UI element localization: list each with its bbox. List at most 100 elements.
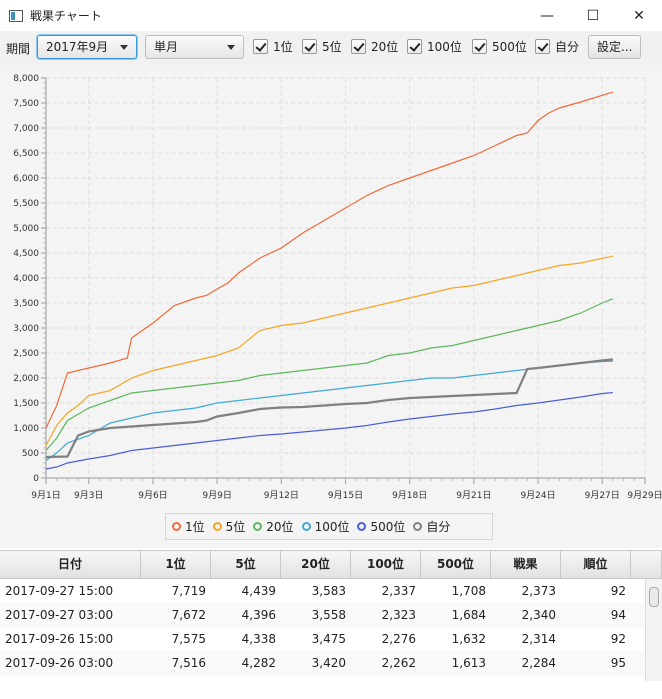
table-cell: 2,276 [381, 632, 416, 646]
line-chart: 0 500 1,000 1,500 2,000 2,500 3,000 3,500 4,000 4… [13, 74, 662, 501]
series-line-3 [45, 360, 613, 461]
period-label: 期間 [6, 42, 31, 56]
minimize-button[interactable]: — [540, 7, 554, 24]
y-tick-label: 500 [22, 449, 39, 459]
x-tick-label: 9月27日 [585, 490, 620, 501]
table-row[interactable]: 2017-09-27 03:00 7,672 4,396 3,558 2,323 1,68… [0, 603, 645, 627]
legend-circle-icon [172, 522, 181, 531]
close-button[interactable]: ✕ [633, 7, 645, 24]
check-label: 1位 [273, 40, 293, 54]
y-tick-label: 4,000 [13, 274, 39, 284]
table-cell: 94 [610, 608, 626, 622]
checkbox-checked-icon[interactable] [472, 39, 487, 54]
chart-legend: 1位 5位 20位 100位 500位 自分 [165, 513, 493, 540]
column-header[interactable]: 5位 [211, 551, 281, 578]
table-cell: 2017-09-27 15:00 [5, 584, 114, 598]
check-rank-100[interactable]: 100位 [407, 38, 462, 55]
scrollbar-thumb[interactable] [649, 587, 659, 607]
series-line-5 [45, 358, 614, 459]
x-tick-label: 9月18日 [392, 490, 427, 501]
table-cell: 92 [610, 632, 626, 646]
check-rank-500[interactable]: 500位 [472, 38, 527, 55]
y-tick-label: 1,000 [13, 424, 39, 434]
checkbox-checked-icon[interactable] [535, 39, 550, 54]
legend-circle-icon [301, 522, 311, 531]
chevron-down-icon [120, 45, 128, 50]
check-self[interactable]: 自分 [535, 38, 579, 55]
legend-item: 1位 [172, 518, 205, 535]
check-rank-5[interactable]: 5位 [302, 38, 342, 55]
table-cell: 2,314 [521, 632, 556, 646]
table-row[interactable]: 2017-09-26 15:00 7,575 4,338 3,475 2,276 1,63… [0, 627, 645, 651]
table-row[interactable]: 2017-09-27 15:00 7,719 4,439 3,583 2,337 1,70… [0, 579, 645, 603]
table-cell: 7,672 [171, 608, 206, 622]
legend-item: 5位 [212, 518, 246, 535]
chevron-down-icon [227, 45, 235, 50]
table-cell: 2017-09-26 15:00 [5, 632, 114, 646]
table-cell [281, 675, 351, 699]
table-cell: 4,282 [241, 656, 276, 670]
x-tick-label: 9月12日 [264, 490, 299, 501]
y-tick-label: 6,000 [13, 174, 39, 184]
table-cell: 3,583 [311, 584, 346, 598]
month-select[interactable]: 2017年9月 [37, 35, 137, 59]
table-cell [421, 675, 491, 699]
legend-circle-icon [253, 522, 263, 531]
y-tick-label: 0 [33, 474, 39, 484]
x-tick-label: 9月15日 [328, 490, 363, 501]
table-row[interactable] [0, 675, 645, 699]
table-header: 日付 1位 5位 20位 100位 500位 戦果 順位 [0, 551, 662, 579]
check-label: 20位 [371, 40, 399, 54]
legend-item: 500位 [357, 518, 405, 535]
x-tick-label: 9月6日 [138, 490, 167, 501]
table-cell [141, 675, 211, 699]
series-line-4 [45, 392, 613, 470]
check-label: 500位 [492, 40, 527, 54]
column-header[interactable]: 500位 [421, 551, 491, 578]
table-cell [351, 675, 421, 699]
table-cell: 2,373 [521, 584, 556, 598]
month-select-value: 2017年9月 [46, 40, 109, 54]
table-cell: 3,420 [311, 656, 346, 670]
table-cell: 7,516 [171, 656, 206, 670]
column-header[interactable]: 戦果 [491, 551, 561, 578]
vertical-scrollbar[interactable] [645, 579, 662, 681]
column-header[interactable]: 日付 [0, 551, 141, 578]
checkbox-checked-icon[interactable] [351, 39, 366, 54]
x-tick-label: 9月24日 [520, 490, 555, 501]
y-tick-label: 3,500 [13, 299, 39, 309]
x-tick-label: 9月1日 [31, 490, 60, 501]
table-cell [0, 675, 141, 699]
x-tick-label: 9月3日 [74, 490, 103, 501]
legend-label: 20位 [266, 520, 294, 534]
legend-circle-icon [357, 522, 367, 531]
maximize-button[interactable]: ☐ [586, 7, 600, 24]
column-header[interactable]: 100位 [351, 551, 421, 578]
column-header[interactable]: 順位 [561, 551, 631, 578]
x-tick-label: 9月21日 [456, 490, 491, 501]
check-label: 100位 [427, 40, 462, 54]
checkbox-checked-icon[interactable] [302, 39, 317, 54]
unit-select[interactable]: 単月 [145, 35, 244, 59]
settings-button[interactable]: 設定... [588, 35, 642, 59]
table-cell: 7,575 [171, 632, 206, 646]
chart-area: 0 500 1,000 1,500 2,000 2,500 3,000 3,500 4,000 4… [0, 65, 662, 548]
legend-item: 自分 [413, 518, 450, 535]
table-cell: 2017-09-27 03:00 [5, 608, 114, 622]
table-cell: 3,558 [311, 608, 346, 622]
table-cell: 4,338 [241, 632, 276, 646]
table-cell: 1,684 [451, 608, 486, 622]
column-header[interactable]: 1位 [141, 551, 211, 578]
legend-label: 5位 [225, 520, 246, 534]
checkbox-checked-icon[interactable] [407, 39, 422, 54]
x-tick-label: 9月29日 [627, 490, 662, 501]
checkbox-checked-icon[interactable] [253, 39, 268, 54]
column-header[interactable]: 20位 [281, 551, 351, 578]
results-table: 日付 1位 5位 20位 100位 500位 戦果 順位 2017-09-27 15:00 7,… [0, 550, 662, 681]
unit-select-value: 単月 [154, 40, 179, 54]
check-rank-1[interactable]: 1位 [253, 38, 293, 55]
check-rank-20[interactable]: 20位 [351, 38, 398, 55]
table-row[interactable]: 2017-09-26 03:00 7,516 4,282 3,420 2,262 1,61… [0, 651, 645, 675]
table-cell: 4,396 [241, 608, 276, 622]
y-tick-label: 8,000 [13, 74, 39, 84]
